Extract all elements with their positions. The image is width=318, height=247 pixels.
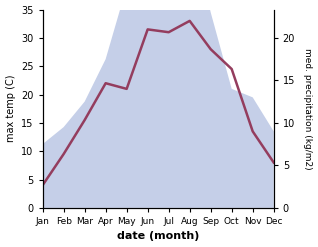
X-axis label: date (month): date (month) [117, 231, 199, 242]
Y-axis label: max temp (C): max temp (C) [5, 75, 16, 143]
Y-axis label: med. precipitation (kg/m2): med. precipitation (kg/m2) [303, 48, 313, 169]
